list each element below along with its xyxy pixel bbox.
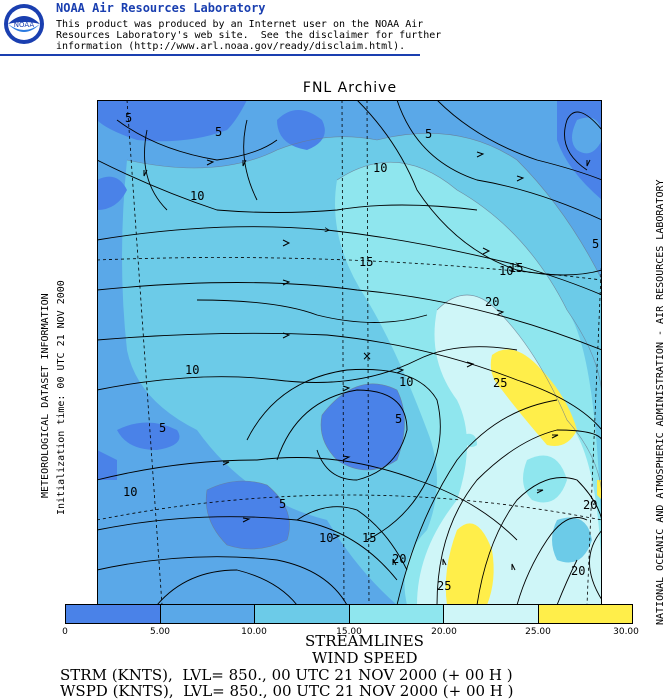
svg-text:NOAA: NOAA	[14, 21, 35, 29]
contour-label: 10	[123, 485, 137, 499]
wind-speed-map: ×	[97, 100, 602, 605]
contour-label: 10	[499, 264, 513, 278]
contour-label: 10	[190, 189, 204, 203]
contour-label: 20	[571, 564, 585, 578]
footer-strm-line: STRM (KNTS), LVL= 850., 00 UTC 21 NOV 20…	[60, 666, 513, 684]
colorbar-swatch	[66, 605, 161, 623]
speed-band-0-5	[117, 422, 180, 450]
contour-label: 5	[215, 125, 222, 139]
svg-text:×: ×	[362, 349, 372, 363]
contour-label: 10	[399, 375, 413, 389]
org-title: NOAA Air Resources Laboratory	[56, 1, 266, 15]
speed-band-0-5	[572, 117, 602, 154]
footer-streamlines: STREAMLINES	[305, 632, 424, 650]
speed-band-25-30	[490, 349, 577, 446]
colorbar-tick: 10.00	[241, 627, 267, 637]
contour-label: 5	[425, 127, 432, 141]
colorbar-swatch	[444, 605, 539, 623]
colorbar-swatch	[349, 605, 444, 623]
footer-wind-speed: WIND SPEED	[312, 649, 418, 667]
colorbar-tick: 25.00	[525, 627, 551, 637]
speed-band-0-5	[321, 383, 405, 470]
colorbar-tick: 20.00	[431, 627, 457, 637]
contour-label: 5	[159, 421, 166, 435]
colorbar-tick: 5.00	[149, 627, 171, 637]
noaa-logo-icon: NOAA	[4, 4, 44, 44]
speed-band-15-20	[462, 433, 477, 448]
colorbar-tick: 0	[62, 627, 68, 637]
speed-band-15-20	[523, 455, 567, 503]
colorbar-swatch	[255, 605, 350, 623]
speed-band-0-5	[206, 481, 290, 549]
speed-band-0-5	[97, 450, 117, 480]
contour-label: 25	[437, 579, 451, 593]
colorbar-swatch	[538, 605, 632, 623]
contour-label: 25	[493, 376, 507, 390]
contour-label: 5	[395, 412, 402, 426]
contour-label: 15	[362, 531, 376, 545]
speed-band-15-20	[552, 517, 592, 563]
disclaimer-text: This product was produced by an Internet…	[56, 19, 442, 52]
contour-label: 20	[583, 498, 597, 512]
colorbar-tick: 15.00	[336, 627, 362, 637]
contour-label: 5	[125, 111, 132, 125]
contour-label: 20	[392, 552, 406, 566]
init-time-label: Initialization time: 00 UTC 21 NOV 2000	[56, 280, 67, 515]
streamline-arrows	[143, 151, 591, 571]
speed-band-0-5	[97, 100, 247, 142]
contour-label: 20	[485, 295, 499, 309]
contour-label: 10	[319, 531, 333, 545]
contour-label: 5	[592, 237, 599, 251]
speed-band-0-5	[97, 176, 127, 210]
contour-label: 10	[185, 363, 199, 377]
wind-speed-colorbar	[65, 604, 633, 624]
contour-label: 15	[509, 261, 523, 275]
contour-label: 10	[373, 161, 387, 175]
contour-label: 5	[279, 497, 286, 511]
colorbar-swatch	[160, 605, 255, 623]
contour-label: 15	[359, 255, 373, 269]
speed-band-0-5	[277, 110, 325, 150]
speed-band-25-30	[445, 523, 494, 605]
agency-label: NATIONAL OCEANIC AND ATMOSPHERIC ADMINIS…	[655, 179, 663, 625]
dataset-info-label: METEOROLOGICAL DATASET INFORMATION	[40, 293, 51, 498]
streamlines	[97, 100, 602, 605]
map-title: FNL Archive	[302, 80, 398, 96]
colorbar-tick: 30.00	[613, 627, 639, 637]
header-divider	[0, 54, 420, 56]
footer-wspd-line: WSPD (KNTS), LVL= 850., 00 UTC 21 NOV 20…	[60, 682, 514, 700]
